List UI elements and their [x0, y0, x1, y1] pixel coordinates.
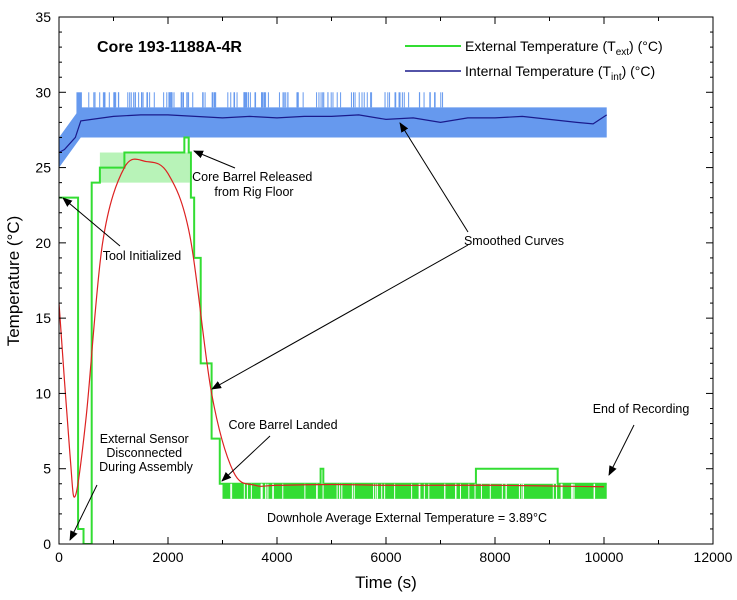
arrow-tool-initialized — [62, 197, 121, 247]
legend: External Temperature (Text) (°C) Interna… — [405, 38, 663, 83]
y-tick-label: 20 — [35, 235, 51, 251]
x-tick-label: 0 — [55, 549, 63, 565]
y-tick-label: 30 — [35, 84, 51, 100]
annotation-tool-initialized: Tool Initialized — [103, 249, 182, 263]
legend-label-internal: Internal Temperature (Tint) (°C) — [465, 63, 655, 83]
annotation-core-barrel-landed: Core Barrel Landed — [228, 418, 337, 432]
y-tick-label: 15 — [35, 310, 51, 326]
internal-temperature-line — [59, 114, 608, 154]
annotation-arrows — [62, 122, 635, 541]
y-tick-label: 35 — [35, 9, 51, 25]
axes-layer: 0 2000 4000 6000 8000 10000 12000 0 5 10 15 20 25 30 3… — [35, 9, 732, 565]
smoothed-curve — [59, 158, 605, 498]
x-tick-label: 12000 — [694, 549, 733, 565]
x-tick-label: 2000 — [152, 549, 183, 565]
y-tick-label: 25 — [35, 160, 51, 176]
annotation-external-sensor-disconnected: External Sensor Disconnected During Asse… — [99, 432, 194, 474]
internal-raw-spike — [76, 92, 82, 138]
annotation-end-of-recording: End of Recording — [593, 402, 690, 416]
arrow-end-of-recording — [608, 424, 635, 476]
x-tick-label: 4000 — [261, 549, 292, 565]
arrow-core-barrel-landed — [221, 435, 271, 482]
annotation-core-barrel-released: Core Barrel Released from Rig Floor — [192, 170, 316, 199]
arrow-smoothed-curves-to-internal — [399, 122, 469, 233]
y-tick-label: 10 — [35, 385, 51, 401]
external-temperature-line — [59, 136, 607, 544]
arrow-external-sensor — [69, 484, 98, 541]
external-plateau-band — [99, 152, 190, 183]
external-downhole-band — [222, 483, 607, 499]
y-tick-label: 5 — [43, 461, 51, 477]
annotation-smoothed-curves: Smoothed Curves — [464, 234, 564, 248]
x-tick-label: 8000 — [479, 549, 510, 565]
x-axis-label: Time (s) — [355, 573, 417, 592]
arrow-core-barrel-released — [193, 150, 236, 169]
arrow-smoothed-curves-to-external — [211, 244, 469, 390]
internal-temperature-band — [59, 107, 607, 168]
x-tick-label: 6000 — [370, 549, 401, 565]
annotation-downhole-average: Downhole Average External Temperature = … — [267, 511, 547, 525]
x-tick-label: 10000 — [585, 549, 624, 565]
y-tick-label: 0 — [43, 536, 51, 552]
plot-data-layer — [59, 92, 608, 544]
legend-label-external: External Temperature (Text) (°C) — [465, 38, 663, 58]
chart-title: Core 193-1188A-4R — [97, 39, 242, 56]
y-axis-label: Temperature (°C) — [4, 216, 23, 347]
